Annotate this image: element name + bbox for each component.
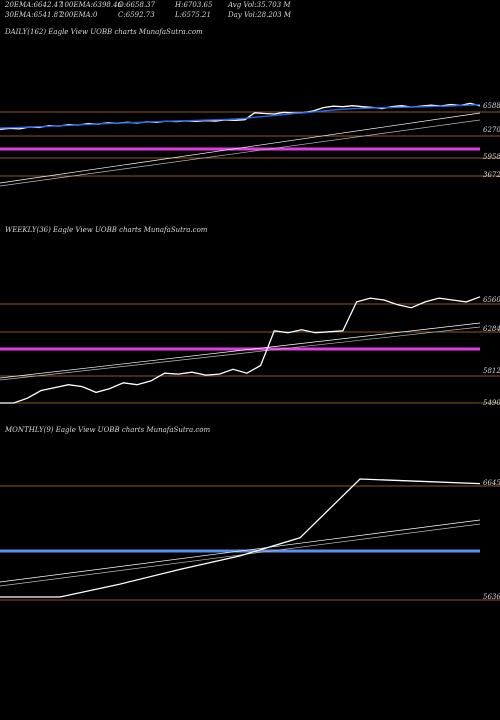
indicator-row2-3: L:6575.21: [174, 11, 211, 19]
indicator-row2-0: 30EMA:6541.87: [5, 11, 63, 19]
indicator-row2-1: 200EMA:0: [59, 11, 98, 19]
indicator-row1-4: Avg Vol:35.703 M: [227, 1, 291, 9]
y-tick-label: 3672: [483, 171, 500, 179]
indicator-row2-2: C:6592.73: [118, 11, 155, 19]
monthly-panel: MONTHLY(9) Eagle View UOBB charts Munafa…: [0, 426, 500, 601]
long-ema-line: [0, 119, 481, 187]
y-tick-label: 6645: [483, 479, 500, 487]
y-tick-label: 5958: [483, 153, 500, 161]
long-ema-line: [0, 112, 481, 184]
y-tick-label: 5636: [483, 593, 500, 601]
daily-panel: DAILY(162) Eagle View UOBB charts Munafa…: [0, 28, 500, 187]
monthly-panel-title: MONTHLY(9) Eagle View UOBB charts Munafa…: [4, 426, 211, 434]
long-ema-line: [0, 326, 481, 381]
long-ema-line: [0, 519, 481, 583]
daily-panel-title: DAILY(162) Eagle View UOBB charts Munafa…: [4, 28, 203, 36]
y-tick-label: 6284: [483, 325, 500, 333]
long-ema-line: [0, 322, 481, 379]
price-line: [0, 296, 481, 404]
weekly-panel: WEEKLY(36) Eagle View UOBB charts Munafa…: [0, 226, 500, 407]
ema-line: [0, 104, 481, 129]
indicator-row2-4: Day Vol:28.203 M: [227, 11, 292, 19]
indicator-row1-2: O:6658.37: [118, 1, 156, 9]
indicator-row1-0: 20EMA:6642.47: [4, 1, 63, 9]
y-tick-label: 6560: [483, 296, 500, 304]
y-tick-label: 6588: [483, 102, 500, 110]
y-tick-label: 6270: [483, 126, 500, 134]
indicator-row1-3: H:6703.65: [174, 1, 213, 9]
price-line: [0, 478, 481, 598]
y-tick-label: 5812: [483, 367, 500, 375]
y-tick-label: 5490: [483, 399, 500, 407]
indicator-row1-1: 100EMA:6398.46: [60, 1, 123, 9]
long-ema-line: [0, 523, 481, 587]
weekly-panel-title: WEEKLY(36) Eagle View UOBB charts Munafa…: [5, 226, 208, 234]
